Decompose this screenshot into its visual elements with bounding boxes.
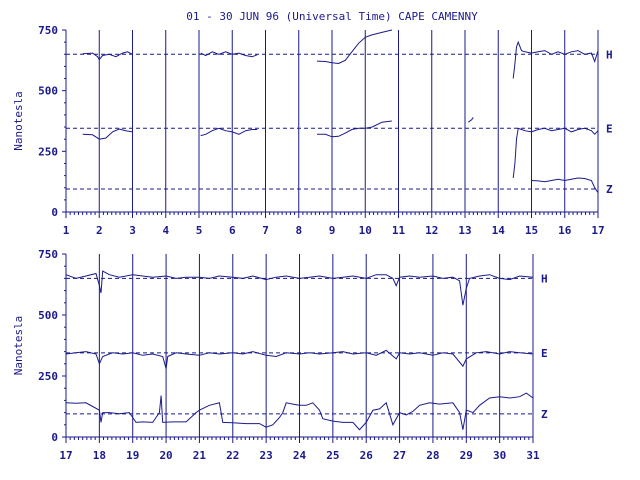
x-tick-label: 12 <box>425 224 438 237</box>
x-tick-label: 10 <box>359 224 372 237</box>
bottom-panel: 0 250 500 750 Nanotesla 17 18 19 20 21 22 23 24 25 26 2… <box>12 248 548 462</box>
trace-h <box>512 40 599 79</box>
component-label-z: Z <box>541 408 548 421</box>
y-tick-label: 500 <box>38 85 58 98</box>
x-tick-label: 4 <box>162 224 169 237</box>
y-tick-label: 750 <box>38 24 58 37</box>
trace-h <box>82 51 133 61</box>
y-tick-label: 250 <box>38 145 58 158</box>
x-tick-label: 5 <box>196 224 203 237</box>
x-tick-label: 27 <box>393 449 406 462</box>
x-tick-label: 6 <box>229 224 236 237</box>
x-tick-label: 18 <box>93 449 106 462</box>
trace-e <box>512 127 599 179</box>
x-tick-label: 31 <box>526 449 540 462</box>
trace-z <box>531 177 599 193</box>
x-tick-label: 17 <box>59 449 72 462</box>
x-tick-label: 26 <box>360 449 374 462</box>
component-label-h: H <box>606 48 613 61</box>
x-tick-label: 23 <box>260 449 273 462</box>
x-tick-label: 25 <box>326 449 339 462</box>
y-tick-label: 750 <box>38 248 58 261</box>
y-tick-label: 0 <box>51 206 58 219</box>
x-tick-label: 3 <box>129 224 136 237</box>
x-tick-label: 9 <box>329 224 336 237</box>
x-tick-label: 8 <box>295 224 302 237</box>
trace-h <box>316 29 393 65</box>
x-tick-label: 29 <box>460 449 473 462</box>
component-label-e: E <box>541 347 548 360</box>
trace-e <box>317 120 392 138</box>
x-tick-label: 13 <box>458 224 471 237</box>
y-tick-label: 250 <box>38 370 58 383</box>
trace-z <box>65 392 534 431</box>
x-tick-label: 24 <box>293 449 307 462</box>
component-label-h: H <box>541 272 548 285</box>
x-tick-label: 2 <box>96 224 103 237</box>
trace-e <box>200 127 258 137</box>
x-tick-label: 21 <box>193 449 207 462</box>
y-tick-label: 0 <box>51 431 58 444</box>
trace-h <box>200 51 258 58</box>
x-tick-label: 1 <box>63 224 70 237</box>
x-tick-label: 22 <box>226 449 239 462</box>
x-tick-label: 16 <box>558 224 572 237</box>
trace-e <box>82 128 133 140</box>
x-tick-label: 11 <box>392 224 406 237</box>
x-tick-label: 28 <box>426 449 439 462</box>
component-label-z: Z <box>606 183 613 196</box>
component-label-e: E <box>606 122 613 135</box>
x-tick-label: 20 <box>159 449 172 462</box>
x-tick-label: 15 <box>525 224 538 237</box>
trace-e <box>65 349 534 369</box>
x-tick-label: 30 <box>493 449 506 462</box>
x-tick-label: 17 <box>591 224 604 237</box>
x-tick-label: 7 <box>262 224 269 237</box>
chart-title: 01 - 30 JUN 96 (Universal Time) CAPE CAM… <box>186 10 478 23</box>
trace-h <box>65 270 534 306</box>
y-axis-label: Nanotesla <box>12 316 25 376</box>
y-tick-label: 500 <box>38 309 58 322</box>
x-tick-label: 14 <box>492 224 506 237</box>
y-axis-label: Nanotesla <box>12 91 25 151</box>
x-tick-label: 19 <box>126 449 139 462</box>
trace-e <box>468 117 474 123</box>
